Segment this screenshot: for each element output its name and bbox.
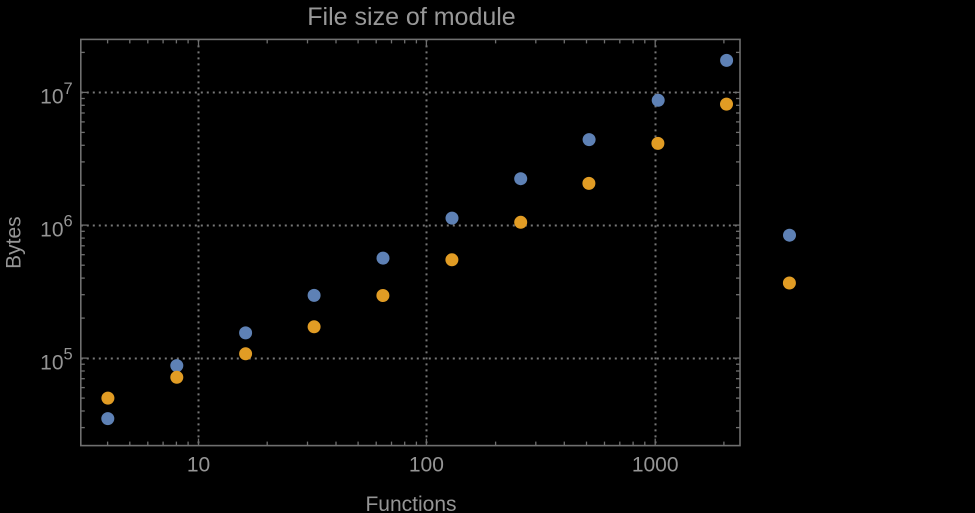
svg-text:7: 7 [64,80,73,98]
svg-text:10: 10 [40,218,63,241]
svg-text:5: 5 [64,346,73,364]
svg-text:100: 100 [409,454,444,477]
svg-text:File size of module: File size of module [307,3,515,31]
svg-text:6: 6 [64,213,73,231]
svg-text:Bytes: Bytes [3,216,26,269]
svg-text:10: 10 [187,454,210,477]
svg-text:1000: 1000 [632,454,679,477]
svg-text:10: 10 [40,86,63,109]
svg-text:10: 10 [40,351,63,374]
svg-text:Functions: Functions [365,493,456,513]
